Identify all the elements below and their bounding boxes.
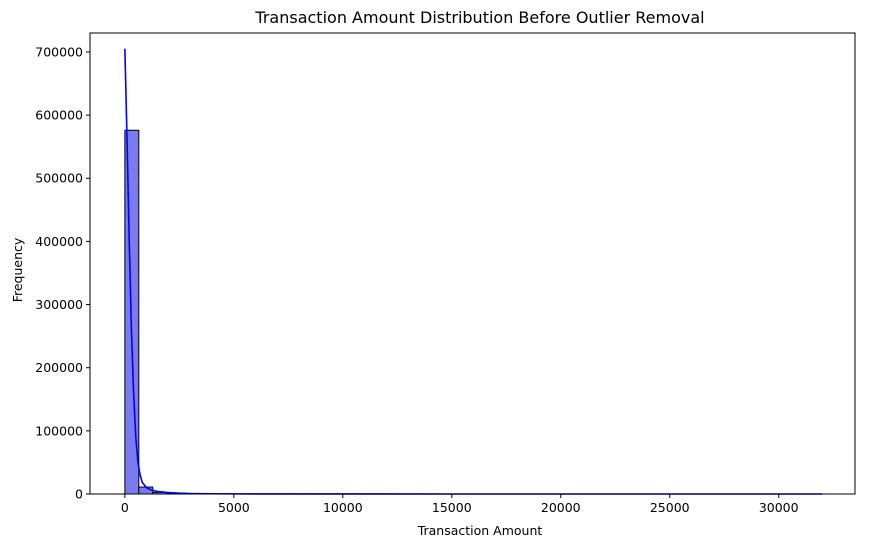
y-tick-label-5: 500000 — [35, 171, 83, 186]
x-tick-label-2: 10000 — [323, 500, 363, 515]
y-tick-label-3: 300000 — [35, 297, 83, 312]
x-tick-label-3: 15000 — [432, 500, 472, 515]
x-axis-ticks: 0 5000 10000 15000 20000 25000 30000 — [121, 494, 799, 515]
kde-line — [124, 48, 823, 495]
y-tick-label-0: 0 — [75, 487, 83, 502]
x-axis-label: Transaction Amount — [417, 523, 543, 538]
y-axis-ticks: 0 100000 200000 300000 400000 500000 600000 700… — [35, 44, 90, 502]
y-tick-label-6: 600000 — [35, 108, 83, 123]
x-tick-label-4: 20000 — [541, 500, 581, 515]
x-tick-label-6: 30000 — [759, 500, 799, 515]
histogram-bars — [124, 129, 293, 495]
y-axis-label: Frequency — [10, 237, 25, 302]
x-tick-label-0: 0 — [121, 500, 129, 515]
y-tick-label-2: 200000 — [35, 360, 83, 375]
chart-title: Transaction Amount Distribution Before O… — [254, 8, 704, 27]
plot-frame — [89, 32, 856, 495]
y-tick-label-7: 700000 — [35, 44, 83, 59]
y-tick-label-4: 400000 — [35, 234, 83, 249]
x-tick-label-1: 5000 — [218, 500, 250, 515]
x-tick-label-5: 25000 — [650, 500, 690, 515]
y-tick-label-1: 100000 — [35, 423, 83, 438]
